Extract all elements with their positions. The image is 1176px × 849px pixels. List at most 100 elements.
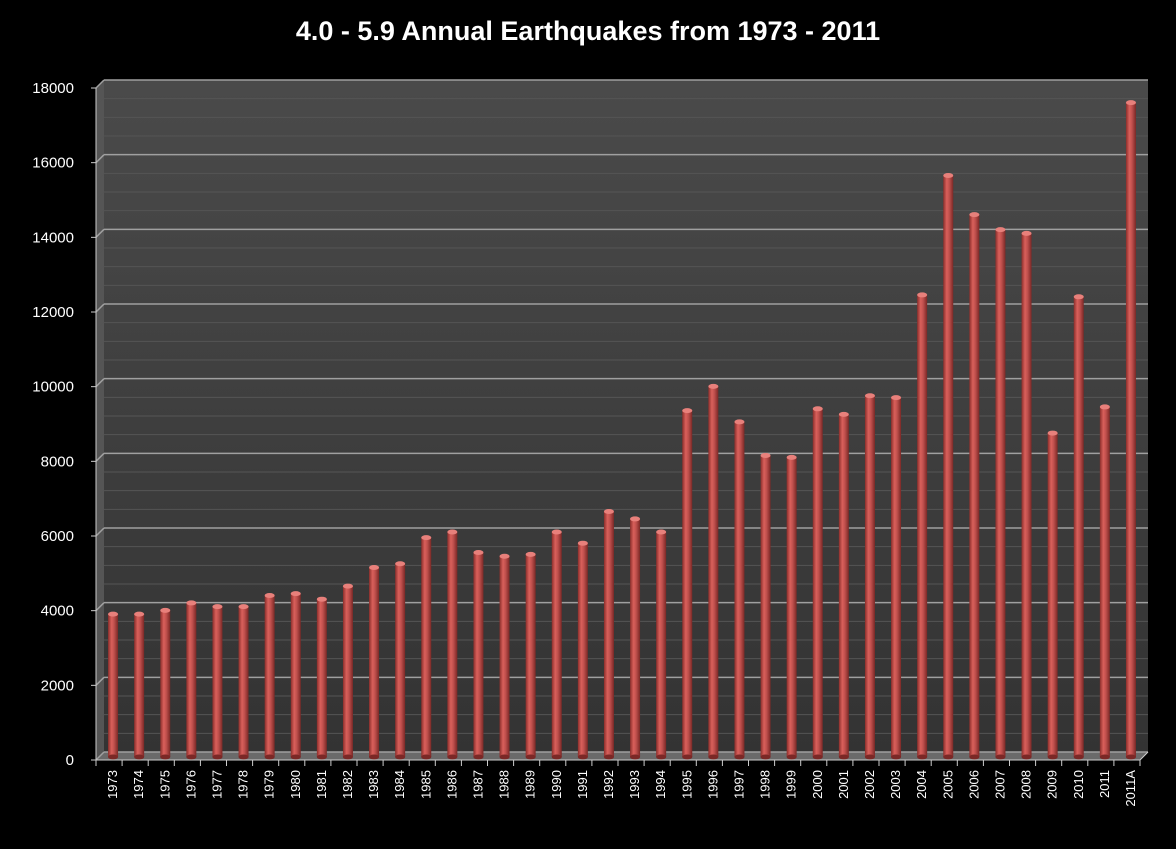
bar-body: [995, 229, 1006, 758]
bar-bottom: [917, 754, 928, 760]
bar-body: [812, 408, 823, 757]
bar-2005: [943, 172, 954, 760]
bar-1983: [369, 564, 380, 760]
minor-gridline-side: [95, 247, 105, 257]
bar-top: [891, 395, 902, 401]
bar-1976: [186, 600, 197, 760]
bar-top: [316, 596, 327, 602]
bar-bottom: [238, 754, 249, 760]
bar-1990: [551, 529, 562, 760]
bar-bottom: [864, 754, 875, 760]
bar-bottom: [838, 754, 849, 760]
bar-body: [342, 586, 353, 757]
bar-bottom: [630, 754, 641, 760]
minor-gridline-side: [95, 135, 105, 145]
bar-bottom: [447, 754, 458, 760]
x-tick-label: 1985: [418, 770, 433, 799]
x-tick-label: 1994: [653, 770, 668, 799]
bar-body: [969, 214, 980, 757]
x-tick-label: 2004: [914, 770, 929, 799]
bar-top: [838, 411, 849, 417]
bar-top: [1047, 430, 1058, 436]
minor-gridline-side: [95, 658, 105, 668]
bar-bottom: [1099, 754, 1110, 760]
bar-body: [1073, 296, 1084, 757]
bar-2011: [1099, 404, 1110, 760]
bar-bottom: [891, 754, 902, 760]
bar-top: [917, 292, 928, 298]
bar-body: [1021, 233, 1032, 758]
bar-top: [708, 383, 719, 389]
y-tick-label: 12000: [32, 304, 74, 321]
bar-1977: [212, 604, 223, 760]
minor-gridline-side: [95, 284, 105, 294]
bar-top: [1125, 100, 1136, 106]
minor-gridline-side: [95, 639, 105, 649]
bar-body: [708, 386, 719, 757]
bar-1996: [708, 383, 719, 760]
bar-top: [577, 540, 588, 546]
x-tick-label: 1983: [366, 770, 381, 799]
x-tick-label: 2011: [1097, 770, 1112, 798]
bar-top: [656, 529, 667, 535]
bar-body: [1047, 433, 1058, 757]
bar-body: [395, 563, 406, 757]
bar-top: [525, 551, 536, 557]
bar-2004: [917, 292, 928, 760]
major-gridline-side: [95, 378, 105, 388]
minor-gridline-side: [95, 172, 105, 182]
bar-body: [630, 518, 641, 757]
minor-gridline-side: [95, 266, 105, 276]
x-axis-edge: [1139, 751, 1149, 761]
bar-top: [734, 419, 745, 425]
bar-bottom: [786, 754, 797, 760]
bar-2003: [891, 395, 902, 760]
bar-bottom: [525, 754, 536, 760]
bar-1986: [447, 529, 458, 760]
bar-1991: [577, 540, 588, 760]
bar-top: [864, 393, 875, 399]
x-tick-label: 1999: [784, 770, 799, 799]
bar-body: [551, 532, 562, 757]
bar-top: [369, 564, 380, 570]
x-tick-label: 1975: [157, 770, 172, 799]
minor-gridline-side: [95, 714, 105, 724]
minor-gridline-side: [95, 546, 105, 556]
bar-body: [108, 614, 119, 757]
x-tick-label: 1982: [340, 770, 355, 799]
bar-bottom: [1073, 754, 1084, 760]
bar-1997: [734, 419, 745, 760]
bar-bottom: [342, 754, 353, 760]
x-tick-label: 1998: [758, 770, 773, 799]
x-tick-label: 1978: [236, 770, 251, 799]
major-gridline-side: [95, 228, 105, 238]
x-tick-label: 1996: [705, 770, 720, 799]
x-tick-label: 1977: [209, 770, 224, 799]
x-tick-label: 2007: [992, 770, 1007, 799]
y-tick-label: 0: [66, 752, 74, 769]
bar-top: [186, 600, 197, 606]
bar-1973: [108, 611, 119, 760]
x-tick-label: 1993: [627, 770, 642, 799]
x-tick-label: 2000: [810, 770, 825, 799]
bar-1995: [682, 408, 693, 760]
y-tick-label: 16000: [32, 155, 74, 172]
plot-background: [96, 80, 1148, 760]
bar-1992: [603, 508, 614, 760]
bar-bottom: [969, 754, 980, 760]
minor-gridline-side: [95, 620, 105, 630]
x-tick-label: 1979: [262, 770, 277, 799]
bar-body: [186, 602, 197, 757]
y-tick-label: 18000: [32, 80, 74, 97]
bar-1981: [316, 596, 327, 760]
bar-body: [238, 606, 249, 757]
bar-2010: [1073, 294, 1084, 760]
bar-bottom: [1021, 754, 1032, 760]
x-tick-label: 1987: [470, 770, 485, 799]
bar-body: [212, 606, 223, 757]
bar-top: [421, 535, 432, 541]
bar-top: [969, 212, 980, 218]
bar-body: [656, 532, 667, 757]
bar-top: [290, 591, 301, 597]
bar-1985: [421, 535, 432, 760]
